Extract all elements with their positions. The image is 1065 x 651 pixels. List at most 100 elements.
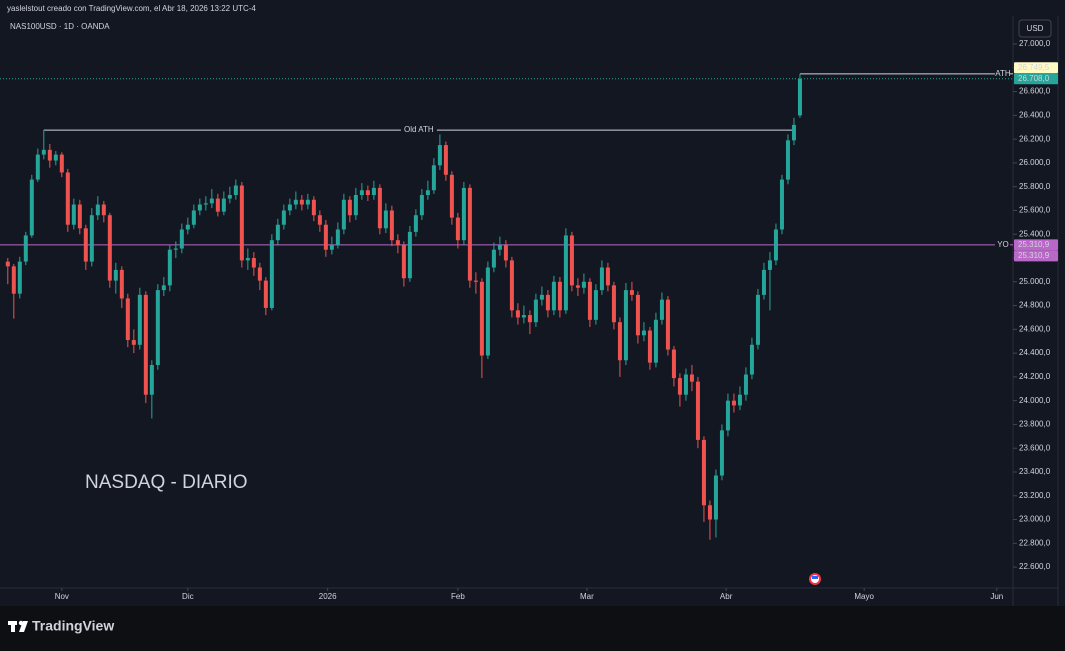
candle-body bbox=[365, 190, 370, 196]
candle-body bbox=[53, 154, 58, 161]
candle-body bbox=[5, 261, 10, 267]
y-tick-label: 23.200,0 bbox=[1019, 491, 1051, 500]
candle-body bbox=[317, 215, 322, 225]
candle-body bbox=[383, 210, 388, 229]
candle-body bbox=[797, 78, 802, 116]
candle-body bbox=[173, 248, 178, 250]
logo-stem bbox=[11, 621, 15, 632]
candle-body bbox=[725, 400, 730, 431]
candle-body bbox=[443, 145, 448, 175]
candle-body bbox=[503, 244, 508, 261]
candle-body bbox=[293, 199, 298, 205]
candle-body bbox=[215, 198, 220, 212]
footer-background bbox=[0, 606, 1065, 646]
flag-stripe bbox=[812, 576, 818, 579]
y-tick-label: 26.000,0 bbox=[1019, 158, 1051, 167]
candle-body bbox=[305, 199, 310, 205]
candle-body bbox=[479, 281, 484, 356]
candle-body bbox=[413, 215, 418, 232]
y-tick-label: 26.400,0 bbox=[1019, 110, 1051, 119]
candle-body bbox=[581, 281, 586, 288]
symbol: NAS100USD · 1D · OANDA bbox=[10, 22, 110, 31]
candle-body bbox=[737, 394, 742, 406]
y-tick-label: 27.000,0 bbox=[1019, 39, 1051, 48]
candle-body bbox=[419, 195, 424, 216]
candle-body bbox=[359, 190, 364, 196]
candle-body bbox=[23, 235, 28, 262]
candle-body bbox=[191, 210, 196, 225]
x-tick-label: Mar bbox=[580, 592, 594, 601]
candle-body bbox=[119, 269, 124, 299]
candle-body bbox=[71, 204, 76, 225]
candle-body bbox=[239, 185, 244, 261]
candle-body bbox=[437, 145, 442, 166]
x-tick-label: Jun bbox=[990, 592, 1003, 601]
candle-body bbox=[647, 330, 652, 363]
candle-body bbox=[59, 154, 64, 173]
candle-body bbox=[449, 174, 454, 218]
candle-body bbox=[587, 281, 592, 320]
last-price-box bbox=[1014, 73, 1058, 85]
candle-body bbox=[677, 378, 682, 395]
candle-body bbox=[749, 344, 754, 375]
x-tick-label: Feb bbox=[451, 592, 465, 601]
candle-body bbox=[491, 249, 496, 268]
price-label: 25.310,9 bbox=[1018, 240, 1050, 249]
candle-body bbox=[425, 190, 430, 196]
candle-body bbox=[659, 299, 664, 320]
logo-slash bbox=[19, 621, 28, 632]
x-tick-label: Abr bbox=[720, 592, 733, 601]
candle-body bbox=[461, 187, 466, 241]
candle-body bbox=[761, 269, 766, 295]
y-tick-label: 23.800,0 bbox=[1019, 420, 1051, 429]
y-tick-label: 22.600,0 bbox=[1019, 562, 1051, 571]
candle-body bbox=[569, 235, 574, 286]
candle-body bbox=[533, 299, 538, 323]
candle-body bbox=[245, 258, 250, 261]
candle-body bbox=[623, 290, 628, 361]
candle-body bbox=[407, 231, 412, 279]
currency-button[interactable] bbox=[1018, 19, 1052, 38]
candle-body bbox=[353, 195, 358, 216]
candle-body bbox=[131, 340, 136, 345]
brand: TradingView bbox=[32, 618, 114, 634]
last-price-label: 26.708,0 bbox=[1018, 74, 1050, 83]
candle-body bbox=[281, 210, 286, 225]
candle-body bbox=[389, 210, 394, 241]
x-tick-label: 2026 bbox=[319, 592, 337, 601]
candle-body bbox=[11, 266, 16, 294]
candle-body bbox=[335, 229, 340, 245]
candle-body bbox=[473, 280, 478, 282]
candle-body bbox=[599, 267, 604, 291]
candle-body bbox=[179, 229, 184, 249]
y-tick-label: 25.800,0 bbox=[1019, 182, 1051, 191]
candle-body bbox=[695, 381, 700, 440]
y-tick-label: 23.000,0 bbox=[1019, 515, 1051, 524]
price-label-box bbox=[1014, 239, 1058, 251]
candle-body bbox=[125, 298, 130, 341]
candle-body bbox=[545, 294, 550, 311]
candle-body bbox=[287, 204, 292, 211]
candle-body bbox=[611, 285, 616, 323]
candle-body bbox=[665, 299, 670, 350]
candle-body bbox=[617, 322, 622, 361]
candle-body bbox=[167, 249, 172, 286]
candle-body bbox=[347, 199, 352, 216]
candle-body bbox=[143, 294, 148, 395]
candle-body bbox=[719, 430, 724, 476]
candle-body bbox=[395, 240, 400, 245]
candle-body bbox=[401, 244, 406, 279]
candle-body bbox=[197, 204, 202, 211]
candle-body bbox=[653, 319, 658, 363]
price-label-box bbox=[1014, 62, 1058, 74]
x-tick-label: Dic bbox=[182, 592, 194, 601]
candle-body bbox=[263, 280, 268, 308]
candle-body bbox=[455, 217, 460, 241]
currency-label[interactable]: USD bbox=[1027, 24, 1044, 33]
chart-background bbox=[0, 0, 1065, 606]
y-tick-label: 26.200,0 bbox=[1019, 134, 1051, 143]
candle-body bbox=[161, 285, 166, 291]
candle-body bbox=[467, 187, 472, 281]
candle-body bbox=[431, 165, 436, 191]
candle-body bbox=[95, 204, 100, 216]
